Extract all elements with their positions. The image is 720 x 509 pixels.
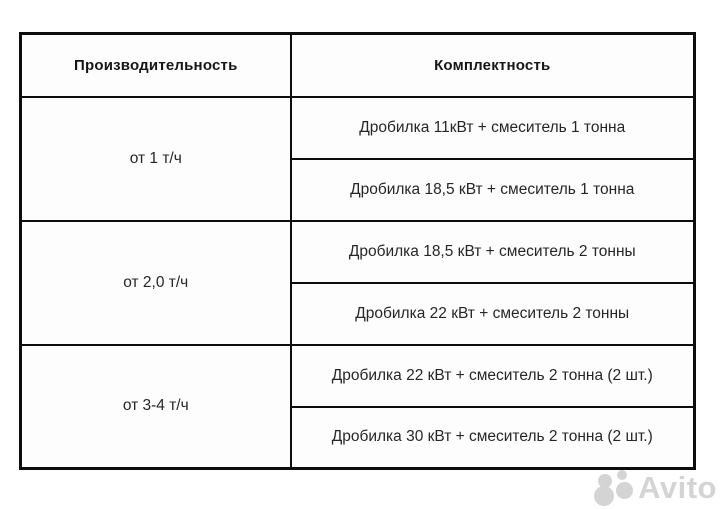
header-row: Производительность Комплектность — [19, 32, 696, 98]
kit-cell-3-2: Дробилка 30 кВт + смеситель 2 тонна (2 ш… — [289, 405, 696, 470]
avito-logo-icon — [594, 469, 634, 506]
productivity-cell-group-1: от 1 т/ч — [19, 95, 292, 222]
productivity-cell-group-3: от 3-4 т/ч — [19, 343, 292, 470]
productivity-cell-group-2: от 2,0 т/ч — [19, 219, 292, 346]
kit-cell-1-1: Дробилка 11кВт + смеситель 1 тонна — [289, 95, 696, 160]
kit-cell-2-1: Дробилка 18,5 кВт + смеситель 2 тонны — [289, 219, 696, 284]
avito-watermark: Avito — [594, 469, 717, 506]
equipment-spec-table: Производительность Комплектность от 1 т/… — [19, 32, 696, 470]
table-row: Дробилка 30 кВт + смеситель 2 тонна (2 ш… — [21, 405, 696, 470]
table-row: от 2,0 т/ч Дробилка 18,5 кВт + смеситель… — [19, 219, 696, 346]
kit-cell-1-2: Дробилка 18,5 кВт + смеситель 1 тонна — [289, 157, 696, 222]
table-row: от 1 т/ч Дробилка 11кВт + смеситель 1 то… — [19, 95, 696, 222]
kit-cell-2-2: Дробилка 22 кВт + смеситель 2 тонны — [289, 281, 696, 346]
header-kit: Комплектность — [289, 32, 696, 98]
table-row: Дробилка 18,5 кВт + смеситель 1 тонна — [21, 157, 696, 222]
table-row: от 3-4 т/ч Дробилка 22 кВт + смеситель 2… — [19, 343, 696, 470]
kit-cell-3-1: Дробилка 22 кВт + смеситель 2 тонна (2 ш… — [289, 343, 696, 408]
header-productivity: Производительность — [19, 32, 292, 98]
avito-watermark-text: Avito — [638, 470, 717, 505]
table-row: Дробилка 22 кВт + смеситель 2 тонны — [21, 281, 696, 346]
